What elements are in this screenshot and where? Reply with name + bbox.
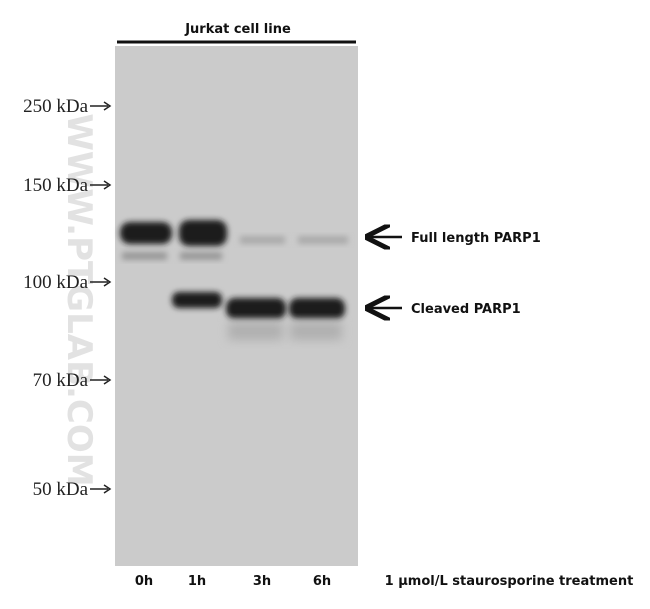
lane-label: 1h <box>188 574 206 589</box>
band <box>289 298 345 319</box>
treatment-label: 1 μmol/L staurosporine treatment <box>385 574 634 589</box>
markers: 250 kDa 150 kDa 100 kDa 70 kDa 50 kDa <box>23 96 112 500</box>
band <box>298 236 348 244</box>
marker-label: 250 kDa <box>23 96 88 117</box>
marker-label: 70 kDa <box>33 370 89 391</box>
marker-label: 50 kDa <box>33 479 89 500</box>
band <box>179 220 227 246</box>
marker-label: 150 kDa <box>23 175 88 196</box>
bands-group <box>120 220 348 340</box>
title: Jurkat cell line <box>184 22 291 37</box>
watermark: WWW.PTGLAB.COM <box>59 113 99 486</box>
lane-label: 0h <box>135 574 153 589</box>
band <box>240 236 285 244</box>
marker-label: 100 kDa <box>23 272 88 293</box>
band <box>180 252 222 260</box>
smear <box>290 322 342 340</box>
band <box>226 298 286 319</box>
lane-label: 6h <box>313 574 331 589</box>
band <box>172 292 222 308</box>
band <box>122 252 167 260</box>
smear <box>228 322 283 340</box>
band-label: Cleaved PARP1 <box>411 302 521 317</box>
arrow-heads <box>103 101 112 494</box>
lane-label: 3h <box>253 574 271 589</box>
band <box>120 222 172 244</box>
band-label: Full length PARP1 <box>411 231 541 246</box>
